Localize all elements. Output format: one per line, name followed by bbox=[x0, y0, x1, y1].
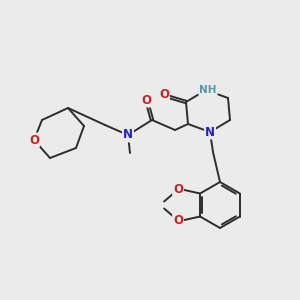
Text: O: O bbox=[141, 94, 151, 106]
Text: O: O bbox=[173, 183, 183, 196]
Text: O: O bbox=[173, 214, 183, 227]
Text: O: O bbox=[29, 134, 39, 146]
Text: O: O bbox=[159, 88, 169, 101]
Text: N: N bbox=[205, 125, 215, 139]
Text: N: N bbox=[123, 128, 133, 142]
Text: NH: NH bbox=[199, 85, 217, 95]
